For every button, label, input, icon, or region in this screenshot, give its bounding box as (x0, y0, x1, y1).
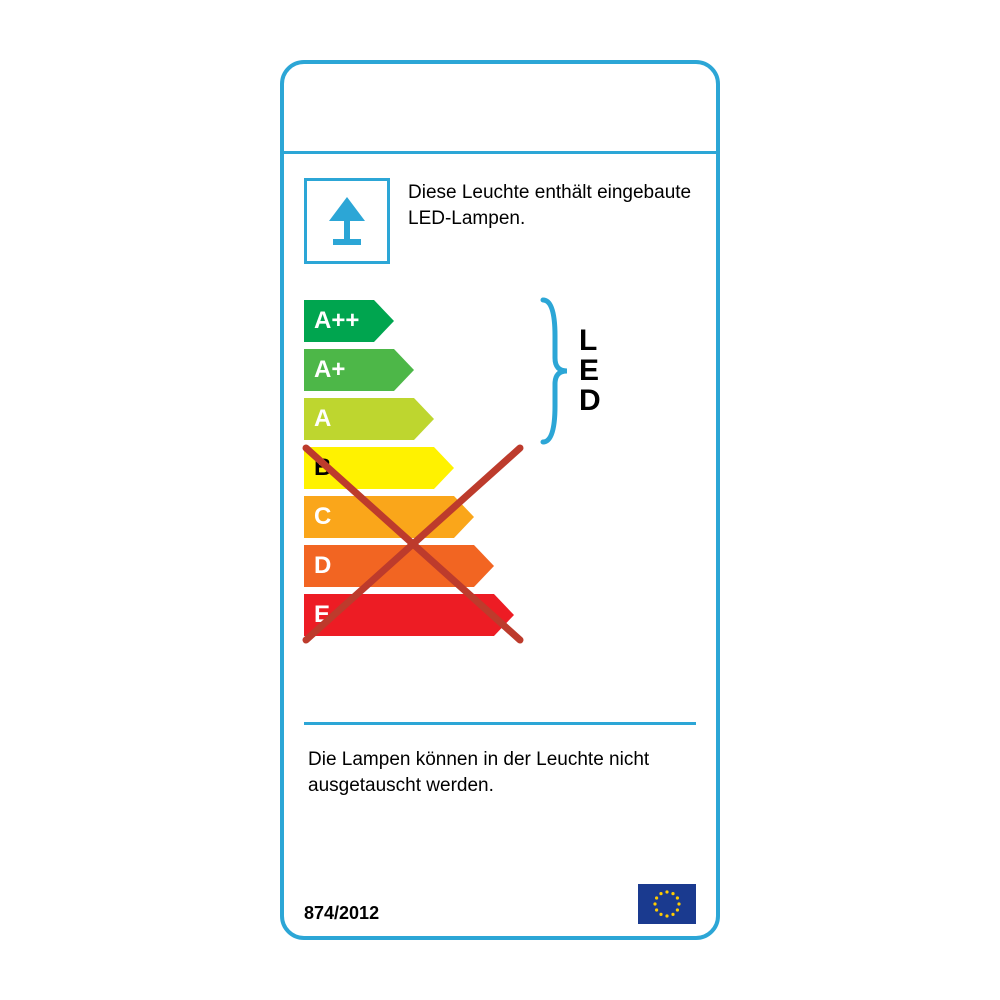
energy-arrows: A++ A+ ABCDE (304, 300, 514, 643)
arrow-tip-icon (454, 496, 474, 538)
arrow-tip-icon (374, 300, 394, 342)
eu-flag-svg (638, 884, 696, 924)
header-band (284, 64, 716, 154)
footer-text: Die Lampen können in der Leuchte nicht a… (284, 725, 716, 798)
energy-arrow-Aplusplus: A++ (304, 300, 514, 342)
energy-arrow-label: D (304, 545, 474, 587)
energy-arrow-label: E (304, 594, 494, 636)
energy-arrow-label: A (304, 398, 414, 440)
energy-arrow-label: A+ (304, 349, 394, 391)
energy-arrow-label: B (304, 447, 434, 489)
info-text: Diese Leuchte enthält eingebaute LED-Lam… (408, 178, 696, 264)
arrow-tip-icon (394, 349, 414, 391)
energy-arrow-C: C (304, 496, 514, 538)
energy-arrow-Aplus: A+ (304, 349, 514, 391)
arrow-tip-icon (434, 447, 454, 489)
arrow-tip-icon (494, 594, 514, 636)
bracket-icon (539, 296, 569, 446)
info-section: Diese Leuchte enthält eingebaute LED-Lam… (284, 154, 716, 282)
energy-chart: A++ A+ ABCDE LED (284, 282, 716, 722)
eu-flag-icon (638, 884, 696, 924)
energy-arrow-A: A (304, 398, 514, 440)
bottom-row: 874/2012 (304, 884, 696, 924)
energy-label: Diese Leuchte enthält eingebaute LED-Lam… (280, 60, 720, 940)
lamp-icon-box (304, 178, 390, 264)
led-bracket-group: LED (539, 296, 603, 446)
energy-arrow-label: A++ (304, 300, 374, 342)
arrow-tip-icon (414, 398, 434, 440)
energy-arrow-label: C (304, 496, 454, 538)
lamp-icon (317, 191, 377, 251)
energy-arrow-D: D (304, 545, 514, 587)
arrow-tip-icon (474, 545, 494, 587)
energy-arrow-B: B (304, 447, 514, 489)
energy-arrow-E: E (304, 594, 514, 636)
regulation-text: 874/2012 (304, 903, 379, 924)
led-label: LED (579, 326, 603, 416)
